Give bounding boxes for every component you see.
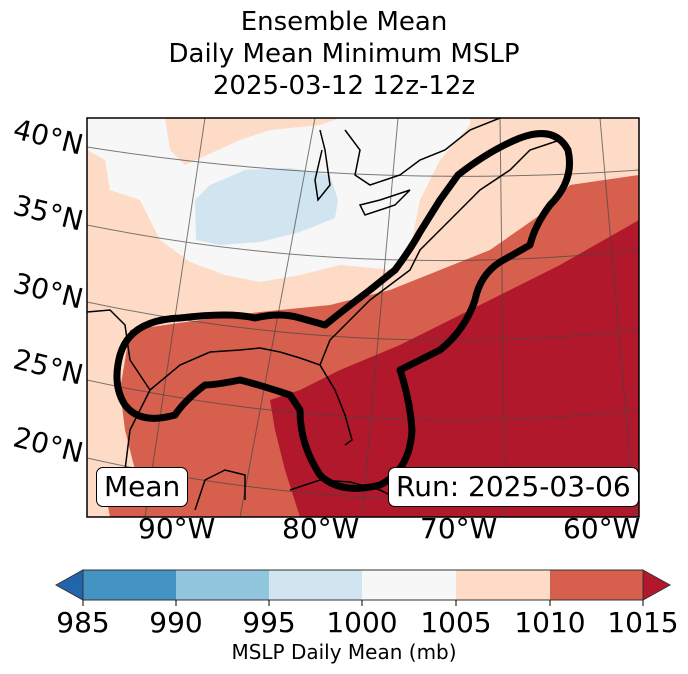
coastlines xyxy=(87,118,561,511)
colorbar-tick-990: 990 xyxy=(149,606,203,639)
colorbar-bin-995-1000 xyxy=(269,570,362,600)
lon-label-70w: 70°W xyxy=(420,512,498,545)
colorbar-tick-985: 985 xyxy=(56,606,110,639)
colorbar-outline xyxy=(82,569,644,601)
field-above-1015 xyxy=(270,220,639,517)
lon-label-60w: 60°W xyxy=(563,512,641,545)
colorbar-extend-low xyxy=(54,569,84,601)
title-line-3: 2025-03-12 12z-12z xyxy=(212,71,476,101)
run-date-label: Run: 2025-03-06 xyxy=(388,467,639,507)
colorbar-bin-1010-1015 xyxy=(550,570,643,600)
colorbar-tick-1015: 1015 xyxy=(607,606,679,639)
map-frame xyxy=(86,117,640,518)
colorbar-bin-985-990 xyxy=(83,570,176,600)
colorbar-bin-1005-1010 xyxy=(456,570,550,600)
colorbar-extend-high xyxy=(642,569,672,601)
colorbar-bin-990-995 xyxy=(176,570,269,600)
colorbar-label: MSLP Daily Mean (mb) xyxy=(231,640,457,664)
colorbar xyxy=(54,569,672,606)
colorbar-bin-1000-1005 xyxy=(362,570,456,600)
title-line-2: Daily Mean Minimum MSLP xyxy=(168,39,520,69)
colorbar-tick-1010: 1010 xyxy=(514,606,586,639)
ensemble-contour xyxy=(113,130,573,492)
lon-label-90w: 90°W xyxy=(138,512,216,545)
colorbar-tick-1005: 1005 xyxy=(420,606,492,639)
lon-label-80w: 80°W xyxy=(282,512,360,545)
colorbar-tick-1000: 1000 xyxy=(326,606,398,639)
map-panel xyxy=(87,118,639,517)
mean-label: Mean xyxy=(96,467,189,507)
title-line-1: Ensemble Mean xyxy=(240,7,448,37)
colorbar-tick-995: 995 xyxy=(242,606,296,639)
